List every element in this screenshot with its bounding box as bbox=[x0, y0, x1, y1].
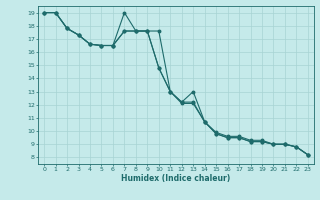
X-axis label: Humidex (Indice chaleur): Humidex (Indice chaleur) bbox=[121, 174, 231, 183]
